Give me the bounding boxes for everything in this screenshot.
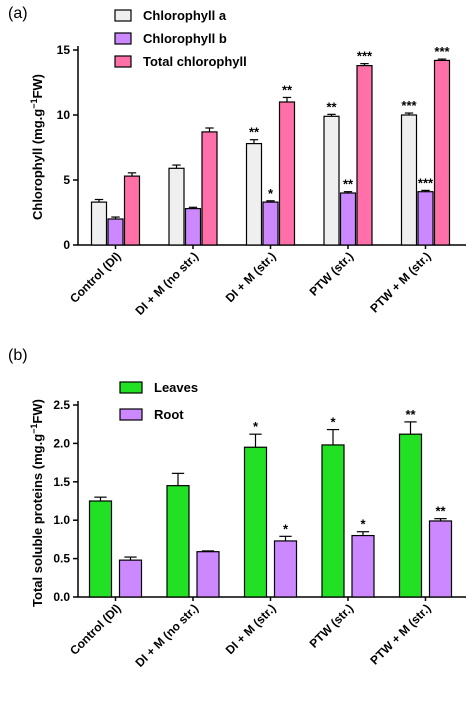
y-axis-label-superscript: −1: [29, 99, 39, 109]
bar-leaves-di-m-str: [243, 446, 268, 598]
significance-root-ptw-str: *: [360, 517, 366, 532]
bar-root-di-m-str: [273, 540, 298, 598]
y-axis-label-main: Total soluble proteins (mg.g: [30, 434, 45, 607]
bar-root-control-di: [118, 559, 143, 598]
panel-a-chart: (a) Chlorophyll (mg.g−1FW) 0 5 10 15 Control (…: [8, 5, 466, 318]
legend-label-chlorophyll-b: Chlorophyll b: [143, 31, 227, 46]
bar-total-chlorophyll-di-m-no-str: [201, 131, 218, 246]
x-tick-label-ptw-m-str: PTW + M (str.): [367, 249, 433, 315]
bar-chlorophyll-a-ptw-str: [323, 115, 340, 246]
bar-chlorophyll-b-ptw-m-str: [417, 191, 434, 246]
panel-label: (b): [8, 347, 28, 364]
significance-total-chlorophyll-di-m-str: **: [282, 82, 293, 97]
panel-b-chart: (b) Total soluble proteins (mg.g−1FW) 0.0 0…: [8, 347, 466, 670]
x-tick-label-control-di: Control (DI): [67, 249, 124, 306]
legend-label-total-chlorophyll: Total chlorophyll: [143, 54, 247, 69]
significance-total-chlorophyll-ptw-str: ***: [357, 49, 373, 64]
x-tick-label-di-m-str: DI + M (str.): [223, 601, 279, 657]
x-tick-label-ptw-str: PTW (str.): [307, 249, 356, 298]
bar-chlorophyll-b-control-di: [107, 218, 124, 246]
bar-total-chlorophyll-ptw-str: [356, 64, 373, 246]
significance-chlorophyll-a-ptw-str: **: [326, 99, 337, 114]
y-tick-label: 0: [63, 238, 70, 252]
legend-label-root: Root: [154, 407, 184, 422]
bar-chlorophyll-a-ptw-m-str: [400, 114, 418, 246]
y-axis-label-tail: FW): [30, 74, 45, 99]
bar-chlorophyll-a-di-m-str: [245, 143, 263, 246]
y-axis-label-superscript: −1: [29, 424, 39, 434]
y-tick-label: 15: [57, 43, 71, 57]
bar-leaves-di-m-no-str: [166, 485, 190, 598]
bar-root-di-m-no-str: [196, 551, 220, 598]
significance-root-di-m-str: *: [283, 521, 289, 536]
y-tick-label: 10: [57, 108, 71, 122]
significance-total-chlorophyll-ptw-m-str: ***: [434, 44, 450, 59]
bar-leaves-ptw-str: [321, 444, 345, 598]
y-tick-label: 2.0: [53, 436, 70, 450]
x-tick-label-di-m-no-str: DI + M (no str.): [133, 249, 202, 318]
significance-root-ptw-m-str: **: [435, 504, 446, 519]
significance-leaves-di-m-str: *: [253, 419, 259, 434]
legend-swatch-chlorophyll-a: [114, 9, 132, 22]
y-tick-label: 2.5: [53, 398, 70, 412]
bar-total-chlorophyll-control-di: [123, 175, 141, 246]
x-tick-label-ptw-m-str: PTW + M (str.): [367, 601, 433, 667]
y-axis-label-tail: FW): [30, 399, 45, 424]
legend-swatch-total-chlorophyll: [114, 55, 132, 68]
panel-label: (a): [8, 5, 28, 22]
significance-chlorophyll-b-ptw-m-str: ***: [418, 175, 434, 190]
legend-swatch-root: [119, 408, 143, 421]
bar-total-chlorophyll-ptw-m-str: [433, 59, 451, 246]
significance-chlorophyll-b-ptw-str: **: [343, 177, 354, 192]
x-tick-label-di-m-str: DI + M (str.): [223, 249, 279, 305]
x-tick-label-di-m-no-str: DI + M (no str.): [133, 601, 202, 670]
bar-chlorophyll-a-di-m-no-str: [168, 167, 185, 246]
bar-root-ptw-m-str: [428, 520, 453, 598]
y-axis-label: Chlorophyll (mg.g−1FW): [29, 74, 45, 220]
y-tick-label: 1.5: [53, 475, 70, 489]
bar-leaves-ptw-m-str: [398, 433, 423, 598]
bar-chlorophyll-a-control-di: [90, 201, 108, 246]
y-axis-label-main: Chlorophyll (mg.g: [30, 109, 45, 220]
y-tick-label: 0.0: [53, 590, 70, 604]
bar-chlorophyll-b-ptw-str: [339, 192, 357, 246]
bar-chlorophyll-b-di-m-no-str: [184, 208, 202, 246]
bar-leaves-control-di: [88, 500, 113, 598]
y-tick-label: 5: [63, 173, 70, 187]
legend-swatch-chlorophyll-b: [114, 32, 132, 45]
bar-root-ptw-str: [351, 534, 375, 598]
legend-swatch-leaves: [119, 381, 143, 394]
x-tick-label-ptw-str: PTW (str.): [307, 601, 356, 650]
y-axis-label: Total soluble proteins (mg.g−1FW): [29, 399, 45, 607]
significance-leaves-ptw-m-str: **: [405, 407, 416, 422]
bar-chlorophyll-b-di-m-str: [262, 201, 279, 246]
significance-chlorophyll-a-ptw-m-str: ***: [401, 98, 417, 113]
y-tick-label: 1.0: [53, 513, 70, 527]
significance-leaves-ptw-str: *: [330, 415, 336, 430]
significance-chlorophyll-a-di-m-str: **: [249, 125, 260, 140]
significance-chlorophyll-b-di-m-str: *: [268, 186, 274, 201]
legend-label-leaves: Leaves: [154, 380, 198, 395]
bar-total-chlorophyll-di-m-str: [278, 101, 296, 246]
legend-label-chlorophyll-a: Chlorophyll a: [143, 8, 227, 23]
x-tick-label-control-di: Control (DI): [67, 601, 124, 658]
y-tick-label: 0.5: [53, 552, 70, 566]
